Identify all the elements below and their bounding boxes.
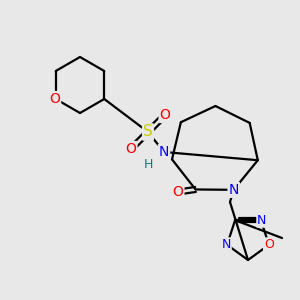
Text: N: N (159, 145, 169, 159)
Text: O: O (172, 185, 183, 199)
Text: O: O (160, 108, 170, 122)
Text: N: N (229, 183, 239, 197)
Text: N: N (221, 238, 231, 251)
Text: O: O (264, 238, 274, 251)
Text: O: O (126, 142, 136, 156)
Text: N: N (257, 214, 267, 227)
Text: S: S (143, 124, 153, 140)
Text: O: O (49, 92, 60, 106)
Text: H: H (143, 158, 153, 172)
